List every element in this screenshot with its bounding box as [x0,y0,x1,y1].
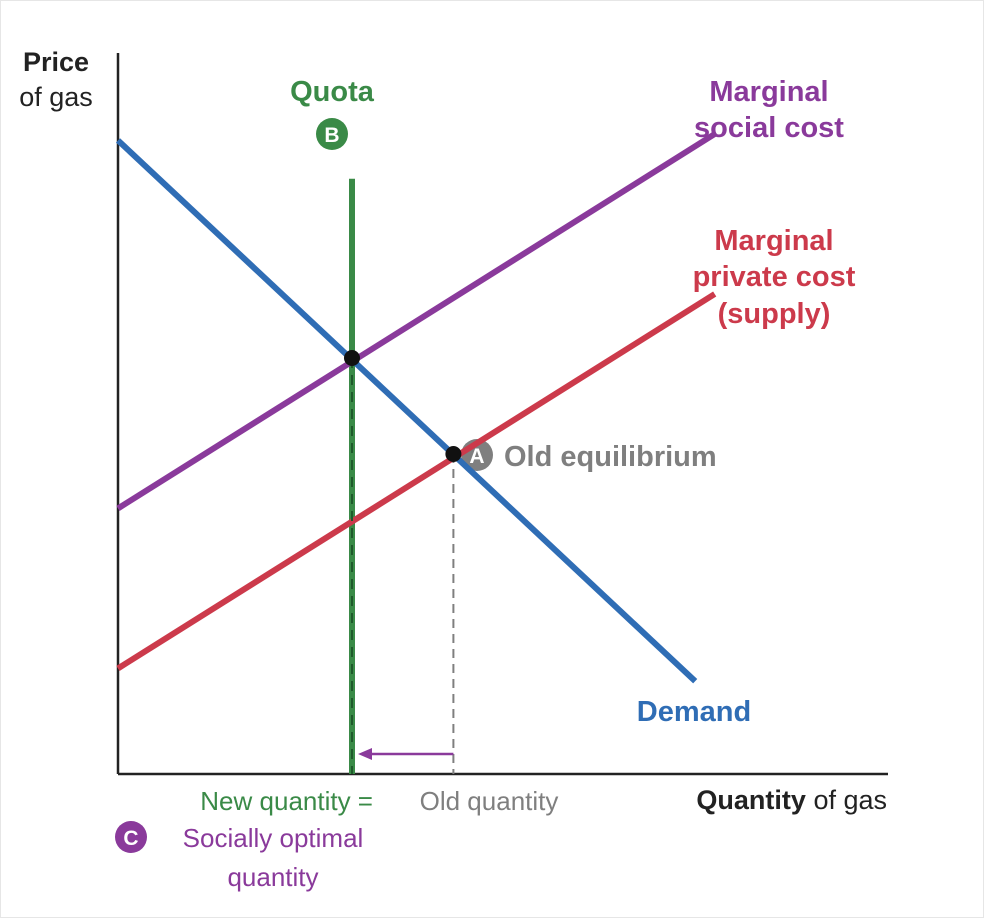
old-equilibrium-label: Old equilibrium [504,441,717,473]
demand-curve [115,138,698,684]
quota-label: Quota [290,76,375,108]
x-axis-label: Quantity of gas [696,785,887,815]
new-quantity-label: New quantity = [200,786,373,816]
socially-optimal-label-line-2: quantity [227,862,318,892]
plot-marks [115,53,888,776]
quota-badge-letter: B [324,124,339,147]
demand-label: Demand [637,696,751,728]
quota-badge-circle [316,118,348,150]
socially-optimal-label-line-1: Socially optimal [183,823,364,853]
private-cost-label-line-3: (supply) [718,298,831,330]
y-axis-label-bold: Price [23,47,89,77]
old-equilibrium-badge-letter: A [469,445,484,468]
socially-optimal-badge-circle [115,821,147,853]
new-equilibrium-point [344,350,360,366]
old-equilibrium-point [445,446,462,462]
old-quantity-label: Old quantity [420,786,559,816]
private-curve [116,291,717,671]
x-axis-label-rest: of gas [806,785,887,815]
x-axis-label-bold: Quantity [696,785,806,815]
y-axis-label: of gas [19,82,93,112]
private-cost-label-line-1: Marginal [714,225,833,257]
quantity-shift-arrow-head [358,748,372,760]
socially-optimal-badge-letter: C [123,827,138,850]
social-cost-label-line-2: social cost [694,112,844,144]
social-cost-label-line-1: Marginal [709,76,828,108]
private-cost-label-line-2: private cost [693,261,856,293]
social-curve [116,131,717,511]
